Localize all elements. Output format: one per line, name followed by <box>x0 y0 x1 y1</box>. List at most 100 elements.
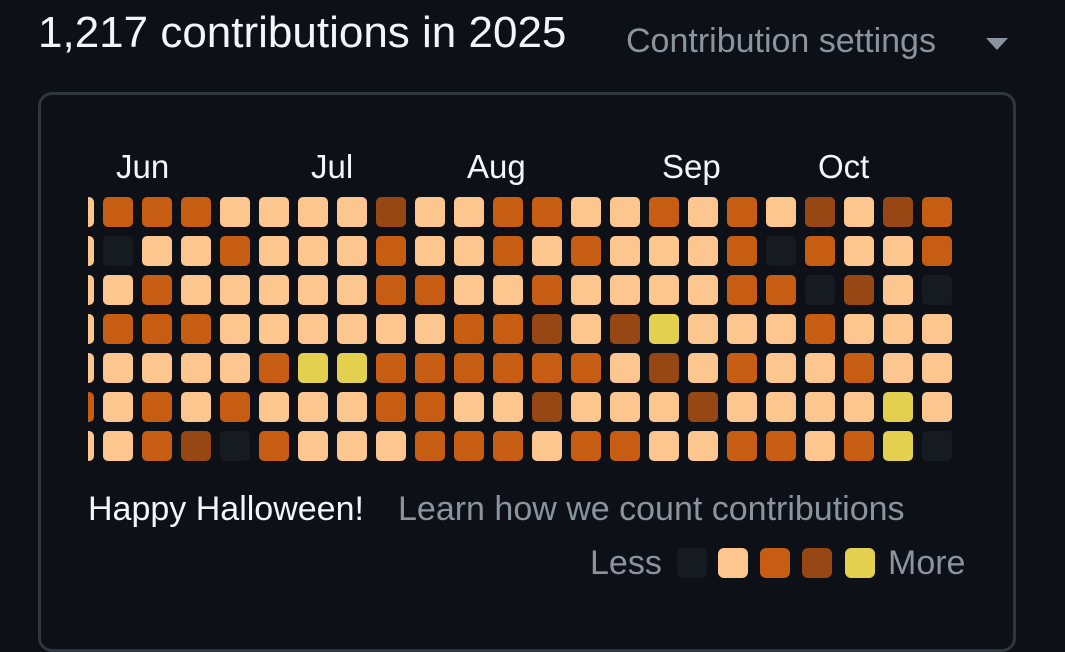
contribution-day-cell[interactable] <box>649 236 679 266</box>
contribution-day-cell[interactable] <box>844 314 874 344</box>
contribution-day-cell[interactable] <box>571 431 601 461</box>
contribution-day-cell[interactable] <box>688 392 718 422</box>
contribution-day-cell[interactable] <box>454 314 484 344</box>
contribution-day-cell[interactable] <box>649 392 679 422</box>
contribution-day-cell[interactable] <box>88 314 94 344</box>
contribution-day-cell[interactable] <box>142 392 172 422</box>
contribution-day-cell[interactable] <box>805 353 835 383</box>
contribution-day-cell[interactable] <box>298 353 328 383</box>
contribution-day-cell[interactable] <box>532 197 562 227</box>
contribution-day-cell[interactable] <box>259 314 289 344</box>
contribution-day-cell[interactable] <box>883 314 913 344</box>
contribution-day-cell[interactable] <box>103 431 133 461</box>
contribution-day-cell[interactable] <box>376 353 406 383</box>
contribution-day-cell[interactable] <box>103 353 133 383</box>
contribution-day-cell[interactable] <box>727 353 757 383</box>
contribution-day-cell[interactable] <box>454 431 484 461</box>
contribution-day-cell[interactable] <box>337 197 367 227</box>
contribution-day-cell[interactable] <box>376 431 406 461</box>
contribution-day-cell[interactable] <box>922 353 952 383</box>
contribution-day-cell[interactable] <box>649 431 679 461</box>
contribution-day-cell[interactable] <box>922 275 952 305</box>
contribution-day-cell[interactable] <box>142 197 172 227</box>
contribution-day-cell[interactable] <box>688 353 718 383</box>
contribution-day-cell[interactable] <box>103 197 133 227</box>
contribution-day-cell[interactable] <box>181 314 211 344</box>
contribution-day-cell[interactable] <box>376 314 406 344</box>
contribution-day-cell[interactable] <box>532 353 562 383</box>
contribution-day-cell[interactable] <box>922 431 952 461</box>
contribution-day-cell[interactable] <box>727 314 757 344</box>
contribution-day-cell[interactable] <box>337 392 367 422</box>
contribution-day-cell[interactable] <box>454 236 484 266</box>
contribution-day-cell[interactable] <box>805 392 835 422</box>
contribution-day-cell[interactable] <box>454 353 484 383</box>
contribution-day-cell[interactable] <box>493 275 523 305</box>
contribution-day-cell[interactable] <box>337 353 367 383</box>
contribution-day-cell[interactable] <box>844 392 874 422</box>
contribution-day-cell[interactable] <box>610 314 640 344</box>
contribution-day-cell[interactable] <box>571 392 601 422</box>
contribution-day-cell[interactable] <box>883 275 913 305</box>
contribution-day-cell[interactable] <box>805 431 835 461</box>
contribution-day-cell[interactable] <box>220 236 250 266</box>
contribution-day-cell[interactable] <box>610 392 640 422</box>
contribution-day-cell[interactable] <box>649 275 679 305</box>
contribution-day-cell[interactable] <box>220 431 250 461</box>
contribution-day-cell[interactable] <box>766 236 796 266</box>
contribution-settings-dropdown[interactable]: Contribution settings <box>626 22 936 60</box>
contribution-day-cell[interactable] <box>259 236 289 266</box>
contribution-day-cell[interactable] <box>844 236 874 266</box>
contribution-day-cell[interactable] <box>298 236 328 266</box>
contribution-day-cell[interactable] <box>337 236 367 266</box>
contribution-day-cell[interactable] <box>493 392 523 422</box>
contribution-day-cell[interactable] <box>688 236 718 266</box>
contribution-day-cell[interactable] <box>337 275 367 305</box>
contribution-day-cell[interactable] <box>181 275 211 305</box>
contribution-day-cell[interactable] <box>259 353 289 383</box>
contribution-day-cell[interactable] <box>883 236 913 266</box>
contribution-day-cell[interactable] <box>922 314 952 344</box>
contribution-day-cell[interactable] <box>298 275 328 305</box>
contribution-day-cell[interactable] <box>649 314 679 344</box>
contribution-day-cell[interactable] <box>181 236 211 266</box>
contribution-day-cell[interactable] <box>259 431 289 461</box>
contribution-day-cell[interactable] <box>142 431 172 461</box>
contribution-day-cell[interactable] <box>727 197 757 227</box>
contribution-day-cell[interactable] <box>649 197 679 227</box>
contribution-day-cell[interactable] <box>571 353 601 383</box>
contribution-day-cell[interactable] <box>376 236 406 266</box>
contribution-day-cell[interactable] <box>88 392 94 422</box>
contribution-day-cell[interactable] <box>922 236 952 266</box>
contribution-day-cell[interactable] <box>376 197 406 227</box>
contribution-day-cell[interactable] <box>610 353 640 383</box>
contribution-day-cell[interactable] <box>103 392 133 422</box>
contribution-day-cell[interactable] <box>220 197 250 227</box>
contribution-day-cell[interactable] <box>103 236 133 266</box>
contribution-day-cell[interactable] <box>532 275 562 305</box>
contribution-day-cell[interactable] <box>337 314 367 344</box>
contribution-day-cell[interactable] <box>610 236 640 266</box>
contribution-day-cell[interactable] <box>805 236 835 266</box>
contribution-day-cell[interactable] <box>571 314 601 344</box>
contribution-day-cell[interactable] <box>181 197 211 227</box>
contribution-day-cell[interactable] <box>493 314 523 344</box>
contribution-day-cell[interactable] <box>688 431 718 461</box>
contribution-day-cell[interactable] <box>610 275 640 305</box>
contribution-day-cell[interactable] <box>688 197 718 227</box>
contribution-day-cell[interactable] <box>766 197 796 227</box>
contribution-day-cell[interactable] <box>454 275 484 305</box>
contribution-day-cell[interactable] <box>571 197 601 227</box>
contribution-day-cell[interactable] <box>415 314 445 344</box>
contribution-day-cell[interactable] <box>454 392 484 422</box>
learn-contributions-link[interactable]: Learn how we count contributions <box>398 490 905 528</box>
contribution-day-cell[interactable] <box>805 314 835 344</box>
contribution-day-cell[interactable] <box>688 275 718 305</box>
contribution-day-cell[interactable] <box>103 314 133 344</box>
contribution-day-cell[interactable] <box>766 353 796 383</box>
contribution-day-cell[interactable] <box>493 236 523 266</box>
contribution-day-cell[interactable] <box>688 314 718 344</box>
contribution-day-cell[interactable] <box>181 431 211 461</box>
contribution-day-cell[interactable] <box>649 353 679 383</box>
contribution-day-cell[interactable] <box>493 353 523 383</box>
